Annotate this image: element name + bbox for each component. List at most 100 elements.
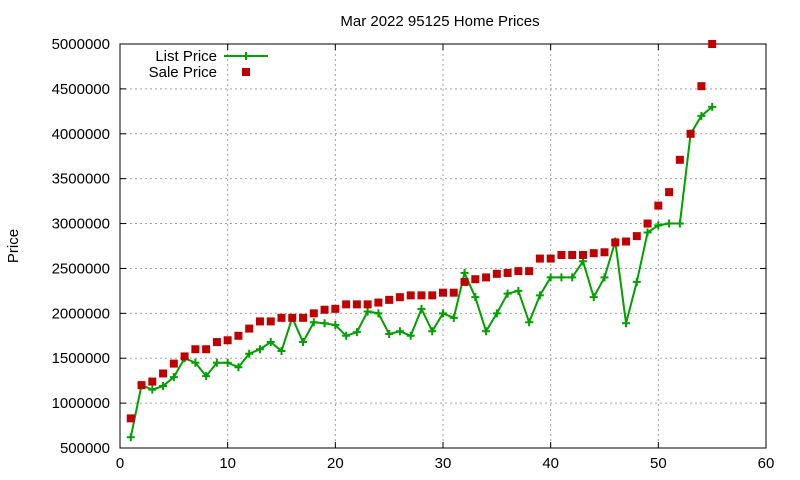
sale-price-point bbox=[632, 232, 641, 241]
list-price-point bbox=[482, 327, 491, 336]
sale-price-point bbox=[245, 324, 254, 333]
list-price-point bbox=[535, 291, 544, 300]
x-tick-label: 10 bbox=[219, 455, 236, 472]
sale-price-point bbox=[277, 313, 286, 322]
list-price-point bbox=[352, 328, 361, 337]
sale-price-point bbox=[546, 254, 555, 263]
sale-price-point bbox=[331, 304, 340, 313]
list-price-point bbox=[148, 385, 157, 394]
y-axis-label: Price bbox=[5, 229, 22, 263]
list-price-point bbox=[245, 349, 254, 358]
list-price-point bbox=[492, 309, 501, 318]
list-price-point bbox=[385, 329, 394, 338]
sale-price-point bbox=[288, 313, 297, 322]
sale-price-point bbox=[320, 305, 329, 314]
y-tick-label: 2000000 bbox=[52, 305, 110, 322]
sale-price-point bbox=[557, 250, 566, 259]
sale-price-point bbox=[654, 201, 663, 210]
list-price-point bbox=[234, 363, 243, 372]
sale-price-point bbox=[299, 313, 308, 322]
list-price-point bbox=[708, 102, 717, 111]
list-price-line bbox=[129, 106, 713, 438]
legend-label-list-price: List Price bbox=[155, 48, 217, 65]
list-price-point bbox=[406, 331, 415, 340]
sale-price-point bbox=[622, 237, 631, 246]
list-price-point bbox=[675, 219, 684, 228]
sale-price-point bbox=[503, 268, 512, 277]
chart-title: Mar 2022 95125 Home Prices bbox=[340, 13, 539, 30]
sale-price-point bbox=[395, 293, 404, 302]
sale-price-point bbox=[202, 345, 211, 354]
x-tick-label: 30 bbox=[435, 455, 452, 472]
legend-label-sale-price: Sale Price bbox=[149, 64, 217, 81]
list-price-point bbox=[417, 304, 426, 313]
legend: List Price Sale Price bbox=[149, 48, 268, 81]
list-price-point bbox=[342, 331, 351, 340]
sale-price-point bbox=[514, 267, 523, 276]
list-price-point bbox=[212, 358, 221, 367]
list-price-point bbox=[299, 338, 308, 347]
sale-price-point bbox=[611, 238, 620, 247]
list-price-point bbox=[266, 338, 275, 347]
list-price-point bbox=[439, 309, 447, 318]
list-price-point bbox=[622, 319, 631, 328]
legend-marker-list-price bbox=[242, 52, 250, 60]
sale-price-point bbox=[234, 331, 243, 340]
sale-price-point bbox=[449, 288, 458, 297]
series-layer bbox=[126, 40, 717, 442]
list-price-point bbox=[697, 111, 706, 120]
sale-price-point bbox=[223, 336, 232, 345]
list-price-point bbox=[159, 382, 168, 391]
sale-price-point bbox=[600, 248, 609, 257]
list-price-point bbox=[665, 219, 674, 228]
sale-price-point bbox=[439, 288, 447, 297]
sale-price-point bbox=[352, 300, 361, 309]
list-price-point bbox=[395, 327, 404, 336]
y-tick-label: 5000000 bbox=[52, 36, 110, 53]
list-price-point bbox=[223, 358, 232, 367]
sale-price-point bbox=[471, 275, 480, 284]
sale-price-point bbox=[665, 188, 674, 197]
sale-price-point bbox=[180, 352, 189, 361]
list-price-point bbox=[277, 347, 286, 356]
sale-price-point bbox=[460, 277, 469, 286]
list-price-point bbox=[374, 309, 383, 318]
x-tick-label: 40 bbox=[542, 455, 559, 472]
sale-price-point bbox=[578, 250, 587, 259]
list-price-point bbox=[514, 286, 523, 295]
list-price-point bbox=[309, 318, 318, 327]
sale-price-point bbox=[385, 295, 394, 304]
plot-frame bbox=[119, 43, 767, 449]
x-tick-label: 20 bbox=[327, 455, 344, 472]
sale-price-point bbox=[428, 291, 437, 300]
x-tick-label: 0 bbox=[116, 455, 124, 472]
sale-price-point bbox=[212, 338, 221, 347]
list-price-point bbox=[202, 372, 211, 381]
sale-price-point bbox=[126, 414, 135, 423]
sale-price-point bbox=[708, 40, 717, 48]
y-tick-label: 2500000 bbox=[52, 260, 110, 277]
list-price-point bbox=[503, 289, 512, 298]
list-price-point bbox=[643, 228, 652, 237]
list-price-point bbox=[126, 433, 135, 442]
list-price-point bbox=[331, 321, 340, 330]
sale-price-point bbox=[255, 317, 264, 326]
list-price-point bbox=[654, 221, 663, 230]
list-price-point bbox=[169, 373, 178, 382]
y-tick-label: 4500000 bbox=[52, 81, 110, 98]
sale-price-point bbox=[492, 269, 501, 278]
y-tick-label: 500000 bbox=[60, 440, 110, 457]
sale-price-point bbox=[589, 249, 598, 258]
legend-marker-sale-price bbox=[242, 68, 250, 76]
sale-price-point bbox=[417, 291, 426, 300]
sale-price-point bbox=[697, 82, 706, 91]
list-price-point bbox=[460, 268, 469, 277]
axis-ticks: 0 10 20 30 40 50 60 500000 1000000 1500000 2000000… bbox=[52, 36, 775, 472]
list-price-point bbox=[632, 277, 641, 286]
list-price-point bbox=[471, 293, 480, 302]
sale-price-point bbox=[374, 298, 383, 307]
sale-price-point bbox=[643, 219, 652, 228]
list-price-point bbox=[589, 293, 598, 302]
list-price-point bbox=[449, 313, 458, 322]
